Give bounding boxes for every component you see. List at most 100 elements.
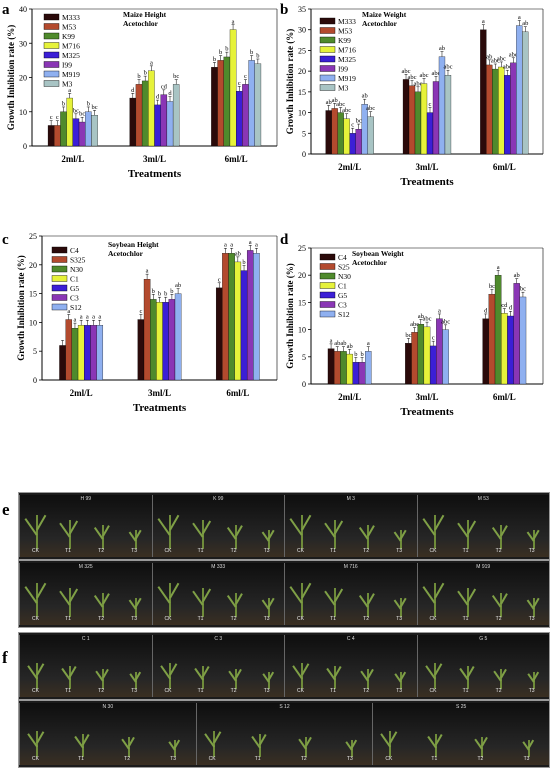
treatment-label: CK: [32, 548, 39, 554]
significance-label: d: [156, 94, 160, 101]
bar: [402, 79, 410, 155]
significance-label: c: [139, 308, 142, 315]
significance-label: a: [330, 337, 333, 344]
treatment-label: T2: [230, 548, 237, 554]
significance-label: b: [158, 291, 161, 298]
y-tick-label: 25: [298, 244, 306, 253]
significance-label: abc: [419, 72, 428, 79]
x-axis-label: Treatments: [133, 402, 187, 414]
significance-label: b: [360, 351, 363, 358]
chart-title: Acetochlor: [108, 249, 144, 258]
legend-label: C4: [70, 246, 79, 255]
significance-label: b: [256, 53, 259, 60]
bar: [334, 351, 341, 385]
plant-stem: [36, 515, 38, 549]
y-tick-label: 30: [298, 26, 306, 35]
bar: [426, 112, 434, 155]
treatment-label: T3: [263, 548, 270, 554]
treatment-label: T1: [254, 756, 261, 762]
photo-title: M 716: [343, 564, 358, 570]
treatment-label: T1: [78, 756, 84, 762]
plant-photo: G 5 CK T1 T2 T3: [416, 635, 549, 697]
bar: [168, 299, 176, 381]
y-tick-label: 0: [302, 150, 306, 159]
treatment-label: T1: [330, 688, 336, 694]
legend-label: I99: [338, 65, 348, 74]
legend-swatch: [319, 310, 336, 318]
x-tick-label: 3ml/L: [143, 154, 166, 164]
bar: [432, 81, 440, 155]
bar: [248, 60, 255, 147]
legend-label: M919: [338, 74, 356, 83]
y-axis-label: Growth Inhibition rate (%): [285, 263, 295, 369]
y-tick-label: 15: [29, 290, 37, 299]
treatment-label: T3: [131, 548, 138, 554]
bar: [254, 63, 262, 147]
bar: [343, 118, 350, 155]
legend-label: M53: [62, 23, 76, 32]
significance-label: d: [484, 307, 488, 314]
treatment-label: T1: [197, 548, 204, 554]
y-tick-label: 20: [298, 271, 306, 280]
x-axis-label: Treatments: [128, 168, 182, 180]
legend-label: S12: [338, 310, 350, 319]
plant-stem: [435, 734, 438, 757]
bar: [253, 253, 260, 381]
bar: [160, 94, 168, 147]
legend-swatch: [43, 42, 60, 49]
bar: [166, 101, 174, 147]
legend-swatch: [319, 17, 336, 25]
bar: [504, 75, 511, 155]
legend-label: M716: [338, 46, 356, 55]
panel-letter-d: d: [280, 232, 289, 248]
bar: [507, 315, 514, 385]
bar: [143, 279, 151, 381]
treatment-label: CK: [164, 688, 172, 694]
treatment-label: T3: [396, 688, 403, 694]
legend-swatch: [319, 263, 336, 270]
bar: [325, 110, 332, 155]
bar: [236, 91, 243, 147]
legend-label: S12: [70, 303, 82, 312]
significance-label: b: [225, 46, 228, 53]
legend-label: M3: [62, 80, 73, 89]
significance-label: a: [497, 264, 500, 271]
legend-swatch: [43, 32, 60, 40]
significance-label: abc: [342, 107, 351, 114]
significance-label: bc: [73, 107, 79, 114]
significance-label: abc: [410, 321, 419, 328]
legend-label: M325: [338, 55, 356, 64]
bar: [54, 125, 61, 147]
significance-label: ab: [486, 53, 492, 60]
treatment-label: T2: [124, 756, 130, 762]
photo-title: M 919: [476, 564, 491, 570]
significance-label: a: [438, 307, 441, 314]
treatment-label: CK: [297, 616, 304, 622]
significance-label: a: [92, 314, 95, 321]
bar: [340, 351, 347, 385]
treatment-label: T2: [300, 756, 307, 762]
treatment-label: T2: [495, 616, 502, 622]
significance-label: a: [230, 242, 233, 249]
treatment-label: T1: [65, 616, 71, 622]
significance-label: d: [168, 90, 172, 97]
legend-swatch: [319, 74, 336, 82]
significance-label: ab: [514, 272, 520, 279]
legend-swatch: [319, 291, 336, 299]
bar: [72, 118, 80, 147]
legend-swatch: [319, 46, 336, 53]
bar: [355, 128, 362, 155]
x-tick-label: 3ml/L: [415, 162, 438, 172]
legend-label: M53: [338, 27, 352, 36]
legend-label: M919: [62, 70, 80, 79]
x-tick-label: 6ml/L: [226, 388, 249, 398]
bar: [405, 343, 412, 385]
y-tick-label: 40: [19, 5, 27, 14]
treatment-label: T2: [98, 688, 105, 694]
significance-label: b: [170, 288, 173, 295]
significance-label: abc: [402, 68, 411, 75]
treatment-label: CK: [32, 756, 39, 762]
significance-label: a: [249, 239, 252, 246]
bar: [141, 80, 149, 147]
bar: [349, 133, 356, 155]
